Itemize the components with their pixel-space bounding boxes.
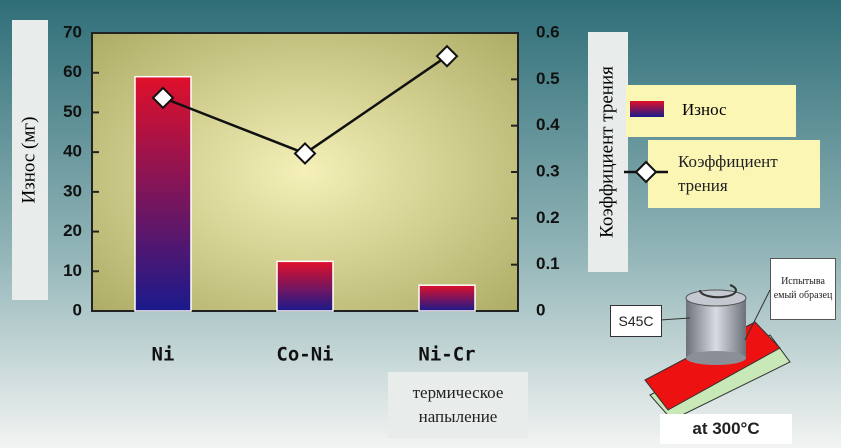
y-tick-label: 30 <box>63 181 82 200</box>
bar <box>135 77 191 311</box>
y-tick-label: 60 <box>63 62 82 81</box>
pin-bottom <box>686 351 746 365</box>
legend-label: Износ <box>682 100 727 119</box>
y-axis-label: Износ (мг) <box>18 116 39 203</box>
legend-label: Коэффициент трения <box>668 144 818 204</box>
y-tick-label: 40 <box>63 142 82 161</box>
y-tick-label: 70 <box>63 22 82 41</box>
y2-axis-label: Коэффициент трения <box>596 66 617 238</box>
x-tick-label: Co-Ni <box>276 344 333 366</box>
x-tick-label: Ni <box>152 344 175 366</box>
page: Износ (мг) Коэффициент трения Износ 0 10 2… <box>0 0 841 448</box>
bar <box>419 285 475 311</box>
y2-tick-label: 0.5 <box>536 69 560 88</box>
x-tick-label: Ni-Cr <box>418 344 475 366</box>
y2-tick-label: 0.2 <box>536 208 560 227</box>
y-tick-label: 20 <box>63 221 82 240</box>
y2-tick-label: 0 <box>536 300 545 319</box>
annotation: S45C <box>610 305 662 337</box>
legend-swatch <box>630 101 664 117</box>
y2-tick-label: 0.4 <box>536 115 560 134</box>
y2-tick-label: 0.1 <box>536 254 560 273</box>
pin <box>686 298 746 358</box>
y-tick-label: 50 <box>63 102 82 121</box>
annotation: Испытыва емый образец <box>770 258 836 320</box>
annotation: термическое напыление <box>388 372 528 438</box>
annotation: at 300°C <box>660 414 792 444</box>
y-tick-label: 0 <box>73 300 82 319</box>
y2-tick-label: 0.6 <box>536 22 560 41</box>
bar <box>277 261 333 311</box>
y2-tick-label: 0.3 <box>536 161 560 180</box>
y-tick-label: 10 <box>63 261 82 280</box>
